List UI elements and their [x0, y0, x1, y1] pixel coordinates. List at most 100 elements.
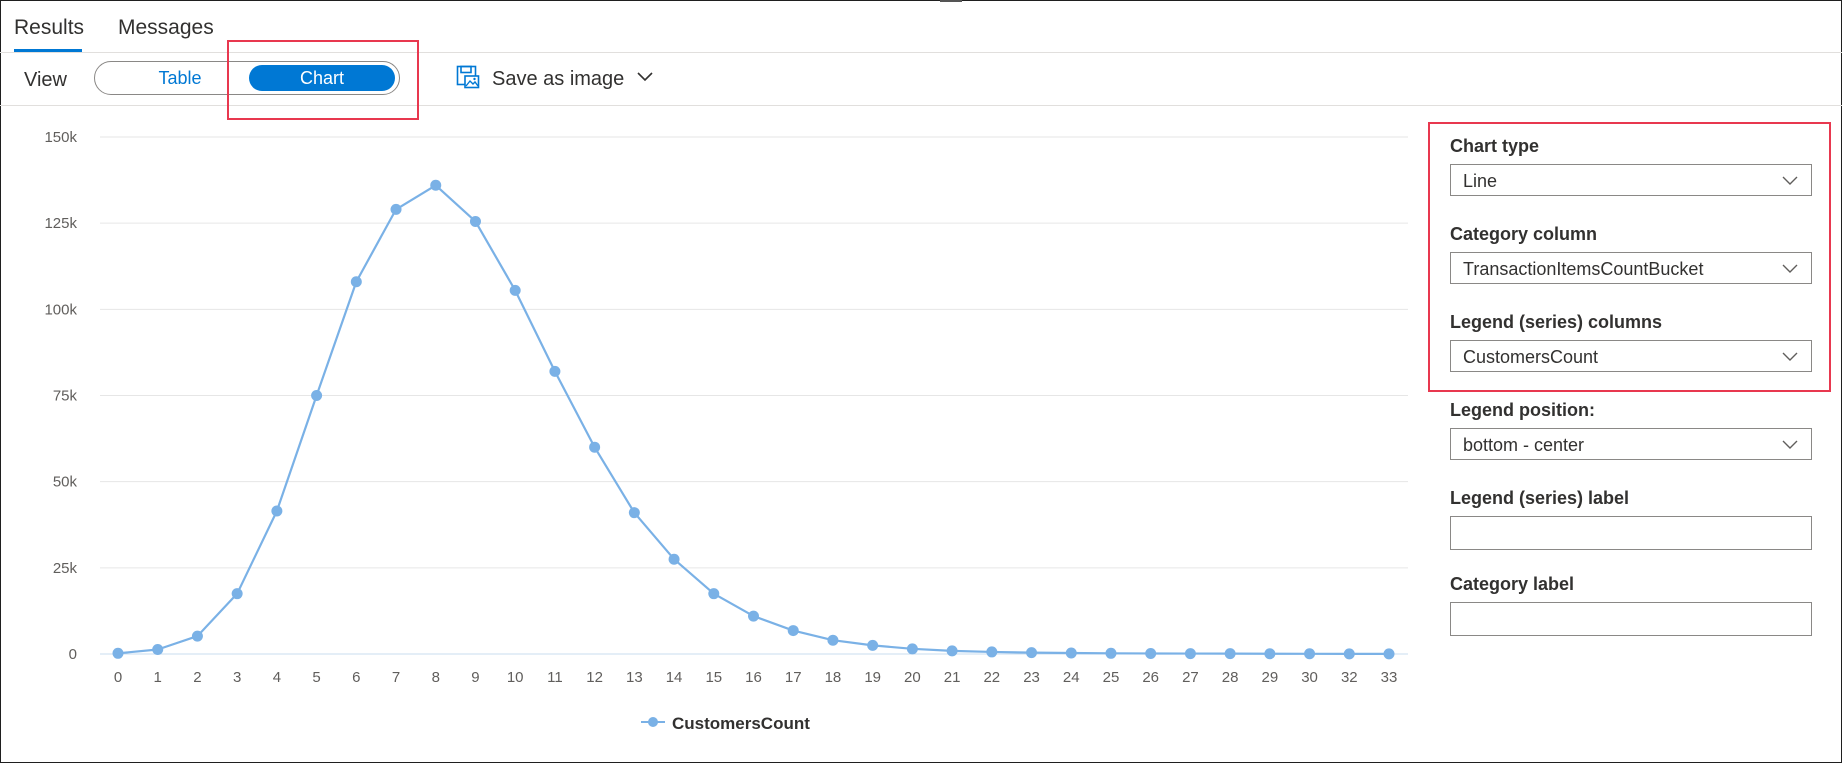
y-tick-label: 50k	[53, 474, 78, 491]
data-point	[708, 588, 720, 600]
table-view-button[interactable]: Table	[158, 68, 202, 88]
x-tick-label: 7	[392, 669, 400, 686]
chart-legend[interactable]: CustomersCount	[640, 714, 810, 734]
y-tick-label: 125k	[44, 215, 77, 232]
category-column-value: TransactionItemsCountBucket	[1463, 259, 1704, 279]
view-label: View	[24, 69, 67, 91]
y-tick-label: 150k	[44, 129, 77, 146]
data-point	[1383, 648, 1395, 660]
chevron-down-icon	[1781, 262, 1799, 280]
x-tick-label: 14	[666, 669, 683, 686]
legend-position-value: bottom - center	[1463, 435, 1585, 455]
x-tick-label: 3	[233, 669, 241, 686]
y-tick-label: 75k	[53, 388, 78, 405]
y-tick-label: 100k	[44, 301, 77, 318]
data-point	[1304, 648, 1316, 660]
x-tick-label: 20	[904, 669, 921, 686]
legend-columns-value: CustomersCount	[1463, 347, 1599, 367]
data-point	[390, 203, 402, 215]
legend-columns-select[interactable]: CustomersCount	[1450, 340, 1812, 372]
data-point	[271, 505, 283, 517]
chart-type-value: Line	[1463, 171, 1498, 191]
data-point	[1264, 648, 1276, 660]
data-point	[589, 441, 601, 453]
chevron-down-icon	[1781, 438, 1799, 456]
x-tick-label: 23	[1023, 669, 1040, 686]
x-tick-label: 30	[1301, 669, 1318, 686]
data-point	[748, 610, 759, 622]
x-tick-label: 4	[273, 669, 281, 686]
data-point	[152, 644, 164, 656]
x-tick-label: 17	[785, 669, 802, 686]
data-point	[231, 588, 243, 600]
x-tick-label: 24	[1063, 669, 1080, 686]
chart-type-select[interactable]: Line	[1450, 164, 1812, 196]
data-point	[787, 625, 799, 637]
data-point	[1224, 648, 1236, 660]
chart-area: 0 25k 50k 75k 100k 125k 150k 0 1 2 3 4 5 6 7 8 9 10 11 12 13…	[0, 106, 1420, 763]
legend-label-label: Legend (series) label	[1450, 488, 1630, 508]
data-point	[311, 390, 323, 401]
category-column-select[interactable]: TransactionItemsCountBucket	[1450, 252, 1812, 284]
x-tick-label: 28	[1222, 669, 1239, 686]
active-tab-indicator	[14, 49, 82, 52]
data-point	[1145, 647, 1157, 659]
legend-marker-icon	[640, 715, 666, 734]
data-point	[827, 634, 839, 646]
x-tick-label: 22	[983, 669, 1000, 686]
x-tick-label: 19	[864, 669, 881, 686]
data-point	[986, 646, 998, 658]
legend-position-select[interactable]: bottom - center	[1450, 428, 1812, 460]
x-tick-label: 1	[154, 669, 162, 686]
tab-results[interactable]: Results	[14, 16, 85, 39]
data-point	[350, 276, 362, 288]
x-tick-label: 16	[745, 669, 762, 686]
tab-messages[interactable]: Messages	[118, 16, 214, 39]
x-tick-label: 12	[586, 669, 603, 686]
x-tick-label: 18	[825, 669, 842, 686]
x-tick-label: 27	[1182, 669, 1199, 686]
data-point	[1026, 647, 1038, 659]
data-point	[1105, 647, 1117, 659]
x-tick-label: 8	[432, 669, 440, 686]
save-as-image-button[interactable]: Save as image	[456, 64, 654, 94]
x-tick-label: 33	[1381, 669, 1398, 686]
results-tabs: Results Messages	[0, 0, 1842, 53]
data-point	[469, 215, 481, 227]
x-tick-label: 13	[626, 669, 643, 686]
category-label-input[interactable]	[1450, 602, 1812, 636]
view-toggle: Table Chart	[94, 61, 400, 95]
x-tick-label: 29	[1262, 669, 1279, 686]
legend-series-label: CustomersCount	[672, 714, 810, 733]
data-point	[112, 647, 124, 659]
x-tick-label: 2	[193, 669, 201, 686]
series-line	[117, 184, 1390, 655]
x-tick-label: 9	[471, 669, 479, 686]
data-point	[430, 179, 442, 191]
x-tick-label: 26	[1142, 669, 1159, 686]
data-point	[906, 643, 918, 655]
save-image-icon	[456, 65, 480, 94]
x-tick-label: 15	[705, 669, 722, 686]
chart-type-label: Chart type	[1450, 136, 1540, 156]
x-tick-label: 25	[1103, 669, 1120, 686]
data-point	[549, 365, 561, 377]
category-label-label: Category label	[1450, 574, 1575, 594]
data-point	[1343, 648, 1355, 660]
data-point	[1184, 648, 1196, 660]
data-point	[191, 630, 203, 642]
data-point	[1065, 647, 1077, 659]
data-point	[668, 553, 680, 565]
data-point	[628, 507, 640, 519]
legend-label-input[interactable]	[1450, 516, 1812, 550]
legend-columns-label: Legend (series) columns	[1450, 312, 1663, 332]
y-tick-label: 25k	[53, 560, 78, 577]
settings-highlight	[1428, 122, 1831, 392]
data-point	[509, 284, 521, 296]
chart-view-button[interactable]: Chart	[249, 65, 395, 91]
x-tick-label: 0	[114, 669, 122, 686]
chart-toggle-highlight	[227, 40, 419, 120]
chevron-down-icon	[1781, 350, 1799, 368]
chevron-down-icon	[636, 70, 654, 88]
